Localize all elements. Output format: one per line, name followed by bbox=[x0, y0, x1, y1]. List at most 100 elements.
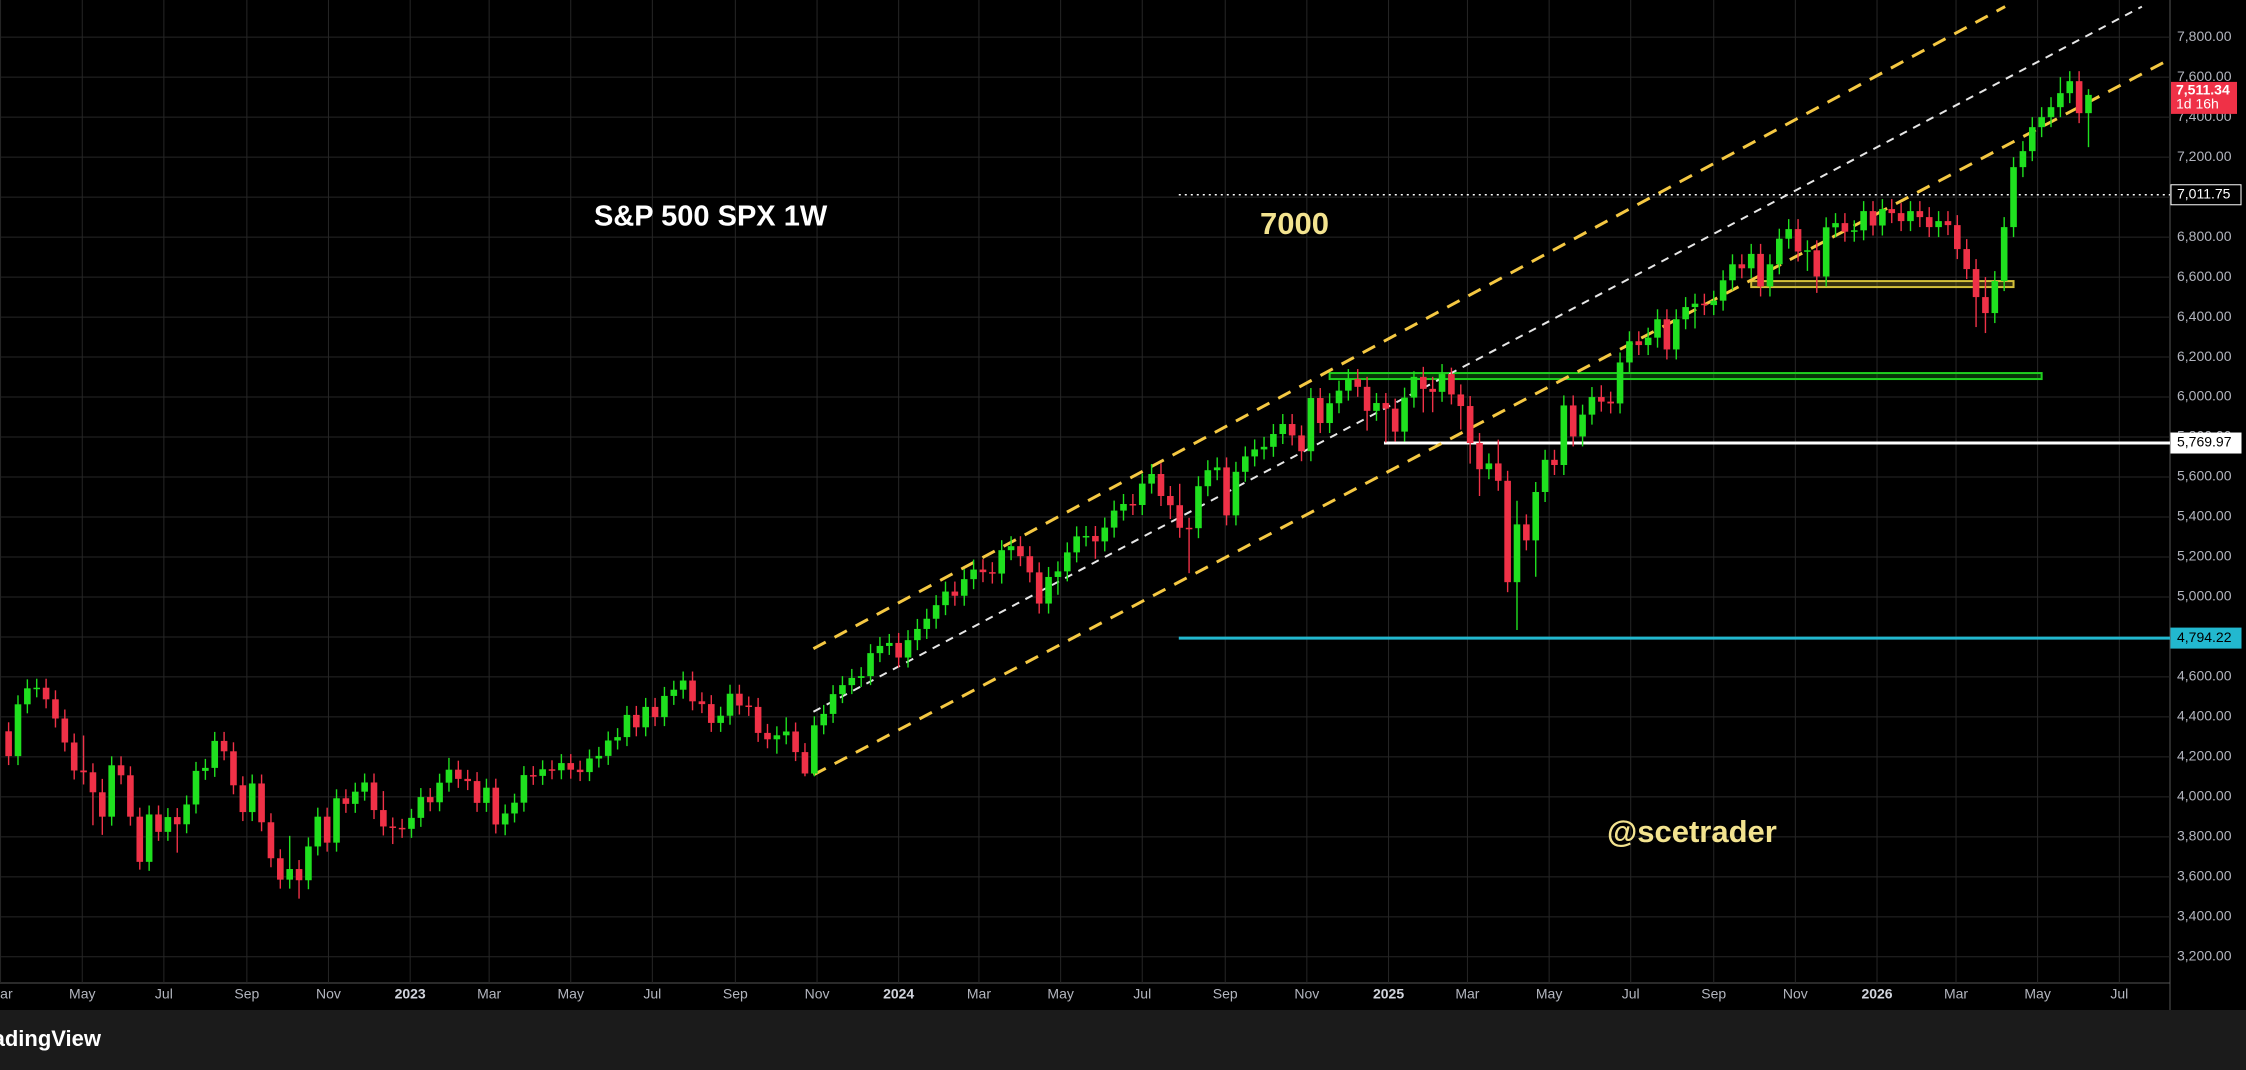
candle-body bbox=[492, 787, 500, 825]
candle-body bbox=[942, 591, 949, 606]
price-label: 4,794.22 bbox=[2177, 629, 2232, 645]
zone bbox=[1328, 372, 2043, 381]
candle-body bbox=[1401, 397, 1408, 432]
x-tick-label: Sep bbox=[1213, 986, 1238, 1002]
candle-body bbox=[548, 769, 556, 771]
plot-area bbox=[5, 5, 2170, 899]
y-tick-label: 6,600.00 bbox=[2177, 268, 2232, 284]
candle-body bbox=[539, 769, 546, 776]
x-tick-label: May bbox=[558, 986, 584, 1002]
candle-body bbox=[408, 817, 415, 829]
candle-body bbox=[1438, 374, 1446, 392]
candle-body bbox=[1335, 390, 1343, 404]
candle-body bbox=[1635, 341, 1643, 346]
candle-body bbox=[1354, 379, 1362, 387]
zone bbox=[1750, 280, 2015, 289]
price-label-box bbox=[2170, 432, 2242, 454]
x-tick-label: Mar bbox=[1944, 986, 1968, 1002]
candle-body bbox=[445, 769, 453, 783]
candle-body bbox=[2066, 81, 2074, 94]
candle-body bbox=[614, 737, 621, 741]
candle-body bbox=[1747, 253, 1755, 269]
candle-body bbox=[633, 714, 640, 728]
candle-body bbox=[108, 765, 115, 817]
candle-body bbox=[1888, 209, 1896, 214]
candle-body bbox=[1204, 470, 1212, 487]
candle-body bbox=[1148, 474, 1155, 484]
candle-body bbox=[698, 701, 706, 705]
candle-body bbox=[89, 772, 97, 793]
candle-body bbox=[1073, 536, 1080, 553]
y-tick-label: 4,200.00 bbox=[2177, 748, 2232, 764]
x-tick-label: Nov bbox=[805, 986, 830, 1002]
candle-body bbox=[1822, 227, 1830, 277]
candle-body bbox=[839, 685, 846, 695]
candle-body bbox=[426, 797, 434, 803]
candle-body bbox=[567, 763, 575, 770]
candle-body bbox=[1813, 250, 1821, 277]
candle-body bbox=[1251, 449, 1258, 457]
candle-body bbox=[295, 869, 303, 881]
candle-body bbox=[192, 770, 200, 805]
candle-body bbox=[2000, 227, 2008, 282]
candle-body bbox=[707, 704, 715, 723]
candle-body bbox=[1138, 483, 1146, 505]
candle-body bbox=[745, 705, 753, 708]
x-tick-label: May bbox=[1047, 986, 1073, 1002]
candle-body bbox=[258, 783, 265, 823]
candle-body bbox=[520, 775, 528, 803]
candle-body bbox=[248, 783, 256, 813]
candle-body bbox=[1307, 398, 1315, 452]
candle-body bbox=[1588, 397, 1596, 415]
candle-body bbox=[314, 816, 322, 847]
candle-body bbox=[436, 782, 443, 803]
candle-body bbox=[2010, 167, 2017, 228]
candle-body bbox=[33, 687, 41, 690]
candle-body bbox=[1663, 319, 1671, 350]
axes: 3,200.00 3,400.00 3,600.00 3,800.00 4,000.00… bbox=[0, 28, 2242, 1002]
candle-body bbox=[80, 770, 87, 773]
candle-body bbox=[2075, 81, 2083, 114]
candle-body bbox=[483, 787, 490, 803]
y-tick-label: 3,200.00 bbox=[2177, 948, 2232, 964]
candle-body bbox=[1373, 403, 1380, 411]
candle-body bbox=[1382, 403, 1390, 409]
logo[interactable]: TradingView bbox=[0, 1026, 102, 1051]
candle-body bbox=[455, 769, 462, 779]
candle-body bbox=[1363, 386, 1371, 411]
candle-body bbox=[782, 731, 790, 736]
candle-body bbox=[1569, 405, 1577, 437]
candle-body bbox=[1832, 223, 1839, 228]
candle-body bbox=[1457, 394, 1465, 407]
candle-body bbox=[1701, 303, 1708, 306]
candle-body bbox=[323, 816, 331, 843]
candle-body bbox=[1644, 337, 1652, 346]
candle-body bbox=[1710, 300, 1718, 306]
y-tick-label: 5,600.00 bbox=[2177, 468, 2232, 484]
candle-body bbox=[1785, 229, 1792, 239]
candle-body bbox=[1045, 576, 1052, 604]
candle-body bbox=[1972, 269, 1980, 298]
chart-title: S&P 500 SPX 1W bbox=[594, 201, 828, 233]
candle-body bbox=[24, 688, 31, 705]
candle-body bbox=[661, 695, 668, 718]
candle-body bbox=[1176, 505, 1184, 528]
y-tick-label: 4,000.00 bbox=[2177, 788, 2232, 804]
x-tick-label: Nov bbox=[1783, 986, 1808, 1002]
x-tick-label: 2026 bbox=[1861, 986, 1892, 1002]
candle-body bbox=[42, 687, 50, 700]
candle-body bbox=[1288, 424, 1296, 436]
candle-body bbox=[604, 740, 612, 756]
candle-body bbox=[820, 713, 828, 726]
candle-body bbox=[1907, 211, 1914, 222]
candle-body bbox=[623, 714, 631, 738]
candle-body bbox=[1841, 223, 1849, 232]
candle-body bbox=[52, 699, 59, 719]
candle-body bbox=[1794, 229, 1802, 252]
candle-body bbox=[904, 640, 912, 658]
candle-body bbox=[867, 653, 874, 677]
x-tick-label: 2023 bbox=[395, 986, 426, 1002]
candle-body bbox=[1879, 209, 1886, 226]
candle-body bbox=[1466, 406, 1474, 444]
